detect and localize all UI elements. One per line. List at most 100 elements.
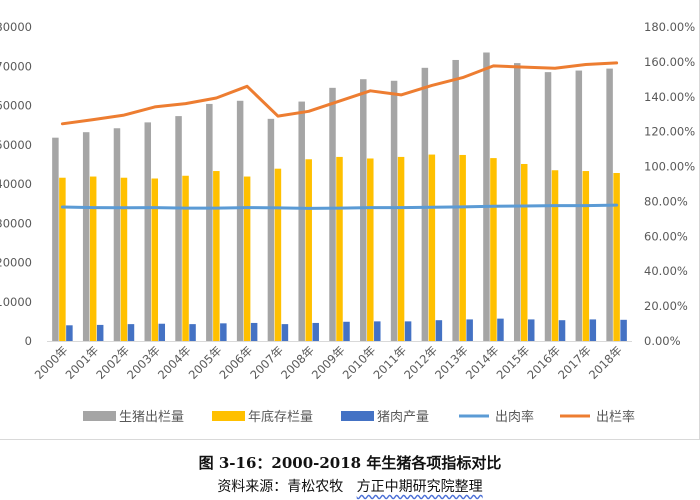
- bar-3-2008年: [312, 322, 319, 341]
- bar-3-2009年: [343, 321, 350, 341]
- category-label: 2017年: [555, 343, 594, 382]
- bar-3-2011年: [404, 321, 412, 341]
- bar-3-2002年: [127, 324, 135, 341]
- bar-3-2001年: [96, 324, 104, 341]
- bar-1-2004年: [175, 116, 182, 341]
- category-label: 2003年: [124, 343, 163, 382]
- bar-3-2018年: [620, 319, 627, 341]
- legend-label-1: 生猪出栏量: [119, 410, 184, 425]
- bar-2-2014年: [490, 158, 497, 341]
- source-label: 资料来源：青松农牧: [217, 479, 344, 495]
- bar-2-2011年: [397, 156, 405, 341]
- bar-1-2008年: [298, 101, 305, 341]
- source-org: 方正中期研究院整理: [356, 479, 483, 495]
- category-label: 2008年: [278, 343, 317, 382]
- bar-2-2004年: [182, 175, 189, 341]
- chart-svg: 0 10000 20000 30000 40000 50000 60000 70000 8000…: [0, 20, 695, 425]
- bar-1-2013年: [452, 59, 459, 341]
- category-label: 2016年: [524, 343, 563, 382]
- bar-3-2006年: [250, 322, 258, 341]
- category-label: 2013年: [432, 343, 471, 382]
- bar-2-2000年: [59, 177, 66, 341]
- bar-1-2005年: [206, 103, 213, 342]
- left-tick-label: 10000: [0, 295, 32, 309]
- category-label: 2010年: [340, 343, 379, 382]
- bar-2-2002年: [120, 177, 128, 341]
- bar-3-2016年: [558, 320, 566, 341]
- chart-frame: 0 10000 20000 30000 40000 50000 60000 70000 8000…: [0, 0, 700, 440]
- right-tick-label: 180.00%: [644, 20, 695, 34]
- category-label: 2000年: [32, 343, 71, 382]
- right-tick-label: 20.00%: [644, 299, 688, 313]
- bar-1-2001年: [82, 132, 90, 341]
- left-tick-label: 80000: [0, 20, 32, 34]
- bar-2-2006年: [243, 176, 251, 341]
- right-tick-label: 160.00%: [644, 55, 695, 69]
- source-note: 资料来源：青松农牧 方正中期研究院整理: [0, 476, 700, 496]
- right-tick-label: 100.00%: [644, 160, 695, 174]
- left-tick-label: 60000: [0, 99, 32, 113]
- bar-3-2010年: [374, 321, 381, 341]
- figure-caption: 图 3-16：2000-2018 年生猪各项指标对比: [198, 454, 502, 472]
- bar-3-2013年: [466, 319, 473, 341]
- category-label: 2011年: [370, 343, 409, 382]
- right-tick-label: 140.00%: [644, 90, 695, 104]
- bar-3-2014年: [497, 318, 504, 341]
- legend-label-5: 出栏率: [596, 409, 635, 425]
- bar-2-2016年: [551, 170, 559, 341]
- bar-3-2003年: [158, 323, 166, 341]
- bar-2-2008年: [305, 159, 312, 341]
- left-tick-label: 20000: [0, 256, 32, 270]
- bar-2-2017年: [582, 171, 590, 341]
- bar-1-2015年: [513, 63, 521, 342]
- category-label: 2018年: [586, 343, 625, 382]
- bar-2-2012年: [428, 154, 436, 341]
- line-series-1: [60, 203, 619, 210]
- bar-2-2001年: [89, 176, 97, 341]
- bar-2-2010年: [367, 158, 374, 341]
- bar-3-2017年: [589, 319, 597, 341]
- bar-3-2000年: [66, 325, 73, 341]
- legend-label-2: 年底存栏量: [248, 409, 313, 425]
- category-label: 2004年: [155, 343, 194, 382]
- bar-1-2011年: [390, 80, 398, 342]
- category-label: 2002年: [93, 343, 132, 382]
- legend-label-3: 猪肉产量: [377, 410, 429, 425]
- category-label: 2005年: [186, 343, 225, 382]
- category-label: 2012年: [401, 343, 440, 382]
- left-tick-label: 30000: [0, 216, 32, 230]
- bar-1-2010年: [360, 79, 367, 341]
- bar-1-2007年: [267, 118, 275, 341]
- legend-swatch-3: [341, 411, 374, 421]
- right-tick-label: 0.00%: [644, 334, 681, 348]
- left-tick-label: 70000: [0, 59, 32, 73]
- bar-1-2003年: [144, 122, 152, 341]
- bar-2-2007年: [274, 168, 282, 341]
- left-tick-label: 50000: [0, 138, 32, 152]
- bar-3-2015年: [527, 319, 535, 341]
- bar-3-2004年: [189, 324, 196, 341]
- bar-2-2013年: [459, 154, 466, 341]
- category-label: 2007年: [247, 343, 286, 382]
- bar-3-2012年: [435, 320, 443, 341]
- right-tick-label: 60.00%: [644, 229, 688, 243]
- left-tick-label: 0: [25, 334, 32, 348]
- bar-2-2018年: [613, 173, 620, 341]
- bar-1-2006年: [236, 100, 244, 341]
- bar-1-2002年: [113, 128, 121, 341]
- bar-1-2014年: [483, 52, 490, 341]
- category-label: 2015年: [494, 343, 533, 382]
- bar-1-2000年: [52, 137, 59, 341]
- legend-swatch-2: [212, 411, 245, 421]
- category-label: 2009年: [309, 343, 348, 382]
- bar-1-2009年: [329, 87, 336, 342]
- bar-1-2012年: [421, 67, 429, 341]
- bar-2-2005年: [213, 171, 220, 341]
- bar-2-2009年: [336, 156, 343, 341]
- legend-label-4: 出肉率: [495, 409, 534, 425]
- category-label: 2001年: [63, 343, 102, 382]
- bar-2-2015年: [520, 163, 528, 341]
- bar-3-2005年: [220, 323, 227, 341]
- category-label: 2006年: [217, 343, 256, 382]
- legend-swatch-1: [83, 411, 116, 421]
